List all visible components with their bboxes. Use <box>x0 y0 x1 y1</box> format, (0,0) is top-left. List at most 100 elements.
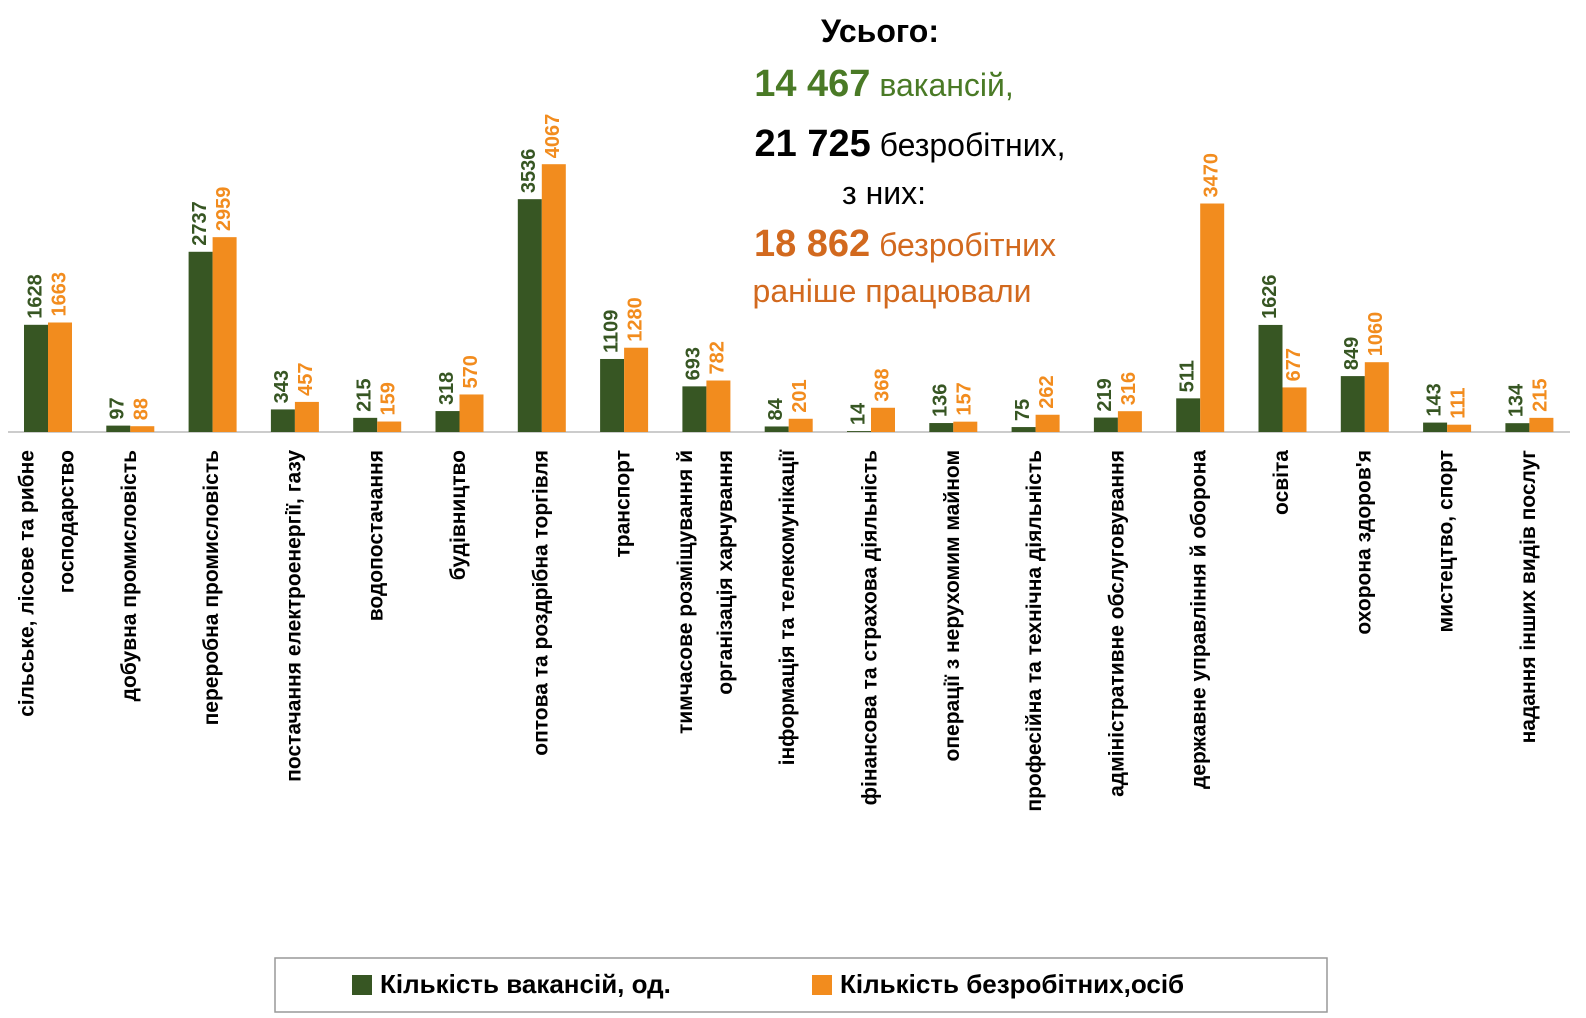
legend-box <box>274 957 1328 1013</box>
data-label: 368 <box>871 368 893 401</box>
bar <box>1117 411 1142 432</box>
data-label: 75 <box>1012 399 1034 421</box>
bar <box>517 199 542 432</box>
bar <box>188 251 213 432</box>
bar <box>624 347 649 432</box>
annotation-text: раніше працювали <box>753 273 1032 309</box>
data-label: 157 <box>954 382 976 415</box>
bar <box>353 417 378 432</box>
annotation-text: вакансій, <box>879 67 1013 103</box>
x-tick-label: транспорт <box>612 450 635 558</box>
data-label: 3470 <box>1200 153 1222 198</box>
bar <box>48 322 72 432</box>
bar <box>764 426 789 432</box>
data-label: 215 <box>1530 378 1552 411</box>
annotation-number: 14 467 <box>754 63 870 105</box>
bar <box>788 418 813 432</box>
annotation-text: безробітних, <box>880 127 1066 163</box>
data-label: 343 <box>271 370 293 403</box>
legend-swatch <box>352 975 372 995</box>
data-label: 511 <box>1176 360 1198 392</box>
data-label: 677 <box>1283 348 1305 381</box>
data-label: 1663 <box>48 272 70 317</box>
bar <box>953 421 978 432</box>
bar <box>212 237 237 432</box>
annotation-number: 21 725 <box>755 123 871 165</box>
x-tick-label: тимчасове розміщування й <box>674 450 697 734</box>
x-tick-label: господарство <box>56 450 79 593</box>
x-tick-label: переробна промисловість <box>200 450 223 725</box>
data-label: 134 <box>1506 383 1528 417</box>
data-label: 136 <box>930 384 952 417</box>
bar <box>929 423 954 432</box>
x-tick-label: оптова та роздрібна торгівля <box>529 450 552 756</box>
bar <box>459 394 484 432</box>
data-label: 693 <box>683 347 705 380</box>
bar <box>1447 424 1472 432</box>
annotation-line: 18 862 безробітних <box>754 223 1056 265</box>
legend-label: Кількість вакансій, од. <box>380 969 671 999</box>
data-label: 201 <box>789 379 811 412</box>
data-label: 782 <box>707 341 729 374</box>
bar <box>1505 423 1530 432</box>
annotation-line: 21 725 безробітних, <box>755 123 1066 165</box>
bar <box>270 409 295 432</box>
bar <box>682 386 707 432</box>
bar <box>1200 203 1225 432</box>
bar <box>1423 422 1448 432</box>
bar <box>377 421 402 432</box>
data-label: 849 <box>1341 337 1363 370</box>
x-tick-label: добувна промисловість <box>118 450 141 701</box>
bar <box>1035 414 1060 432</box>
bar <box>541 164 566 433</box>
data-label: 1060 <box>1365 312 1387 357</box>
data-label: 4067 <box>542 114 564 159</box>
x-tick-label: професійна та технічна діяльність <box>1023 450 1046 812</box>
data-label: 318 <box>436 372 458 405</box>
x-tick-label: охорона здоров'я <box>1352 450 1375 635</box>
x-tick-label: організація харчування <box>714 450 737 695</box>
bar <box>1258 324 1283 432</box>
data-label: 316 <box>1118 372 1140 405</box>
bar <box>1176 398 1201 432</box>
data-label: 3536 <box>518 149 540 194</box>
annotation-text: безробітних <box>879 227 1056 263</box>
x-tick-label: надання інших видів послуг <box>1517 450 1540 744</box>
data-label: 111 <box>1447 388 1469 419</box>
bar <box>847 431 871 432</box>
bar <box>1340 376 1365 432</box>
bar <box>1529 417 1554 432</box>
bar <box>600 358 625 432</box>
x-tick-label: освіта <box>1270 450 1293 515</box>
legend-swatch <box>812 975 832 995</box>
data-label: 570 <box>460 355 482 388</box>
data-label: 457 <box>295 363 317 396</box>
annotation-title: Усього: <box>821 13 939 49</box>
bar <box>1093 417 1118 432</box>
legend-label: Кількість безробітних,осіб <box>840 969 1184 999</box>
data-label: 88 <box>131 398 153 420</box>
data-label: 1280 <box>624 297 646 342</box>
bar <box>1011 427 1036 432</box>
data-label: 1628 <box>24 274 46 319</box>
annotation-text: з них: <box>842 175 926 211</box>
data-label: 2959 <box>213 187 235 232</box>
x-tick-label: будівництво <box>447 450 470 580</box>
bar <box>294 401 319 432</box>
bar <box>435 411 460 432</box>
bar <box>106 425 131 432</box>
bar <box>1282 387 1307 432</box>
data-label: 14 <box>847 402 869 425</box>
data-label: 262 <box>1036 375 1058 408</box>
data-label: 1109 <box>600 310 622 353</box>
x-tick-label: постачання електроенергії, газу <box>282 450 305 782</box>
x-tick-label: адміністративне обслуговування <box>1105 450 1128 797</box>
data-label: 143 <box>1423 383 1445 416</box>
data-label: 159 <box>377 382 399 415</box>
x-tick-label: водопостачання <box>365 450 388 621</box>
x-tick-label: мистецтво, спорт <box>1435 450 1458 632</box>
bar <box>706 380 731 432</box>
x-tick-label: сільське, лісове та рибне <box>16 450 39 717</box>
bar <box>871 407 895 432</box>
data-label: 1626 <box>1259 274 1281 319</box>
